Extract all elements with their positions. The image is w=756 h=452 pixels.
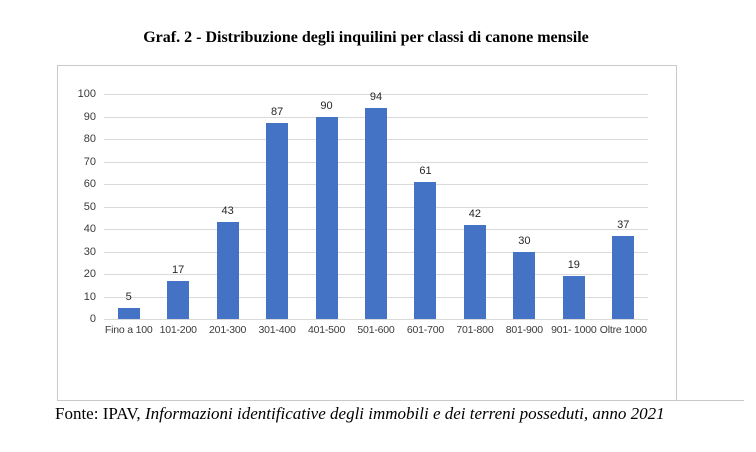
x-tick-label: Oltre 1000 — [599, 324, 647, 336]
y-tick-label: 80 — [83, 133, 96, 145]
bar-value-label: 17 — [172, 263, 185, 276]
divider-line — [57, 400, 744, 401]
gridline — [104, 94, 648, 95]
x-tick-label: 701-800 — [456, 324, 494, 336]
bar-value-label: 61 — [419, 164, 432, 177]
x-tick-label: Fino a 100 — [104, 324, 153, 336]
bar-value-label: 43 — [221, 205, 234, 218]
bar — [414, 181, 437, 319]
source-note: Fonte: IPAV, Informazioni identificative… — [55, 404, 665, 424]
x-tick-label: 101-200 — [159, 324, 197, 336]
chart-title: Graf. 2 - Distribuzione degli inquilini … — [143, 29, 589, 46]
bar-value-label: 90 — [320, 99, 333, 112]
y-tick-label: 70 — [83, 155, 96, 168]
bar-value-label: 42 — [468, 207, 482, 220]
x-tick-label: 601-700 — [406, 324, 445, 336]
y-tick-label: 50 — [83, 200, 96, 213]
bar — [315, 116, 338, 319]
bar-value-label: 87 — [270, 106, 284, 119]
source-prefix: Fonte: IPAV, — [55, 404, 145, 423]
x-tick-label: 401-500 — [307, 324, 346, 336]
x-tick-label: 301-400 — [258, 324, 296, 336]
bar-value-label: 30 — [518, 234, 531, 247]
bar-value-label: 5 — [125, 290, 132, 303]
gridline — [104, 319, 648, 320]
bar — [612, 235, 635, 319]
bar — [463, 224, 486, 319]
bar — [117, 307, 140, 319]
y-tick-label: 10 — [83, 290, 96, 303]
bar — [562, 276, 585, 319]
chart-frame: 0 10 20 30 40 50 60 70 80 90 100 5 Fino a 100 17 101-2… — [57, 65, 677, 401]
y-tick-label: 40 — [83, 223, 96, 235]
bar — [513, 251, 536, 319]
x-tick-label: 201-300 — [209, 324, 247, 336]
bar-value-label: 19 — [567, 259, 580, 272]
bar-value-label: 94 — [369, 90, 383, 103]
source-italic: Informazioni identificative degli immobi… — [144, 404, 665, 423]
bar-value-label: 37 — [617, 218, 630, 231]
y-tick-label: 0 — [89, 313, 96, 325]
y-tick-label: 60 — [83, 178, 96, 190]
bar — [167, 280, 190, 319]
y-tick-label: 20 — [83, 268, 96, 280]
x-tick-label: 801-900 — [505, 324, 543, 336]
y-tick-label: 100 — [77, 88, 96, 100]
bar — [266, 123, 289, 319]
x-tick-label: 901- 1000 — [551, 324, 597, 336]
bar — [216, 222, 239, 319]
x-tick-label: 501-600 — [357, 324, 395, 336]
y-tick-label: 30 — [83, 245, 96, 258]
bar — [365, 107, 387, 319]
y-tick-label: 90 — [83, 110, 96, 123]
